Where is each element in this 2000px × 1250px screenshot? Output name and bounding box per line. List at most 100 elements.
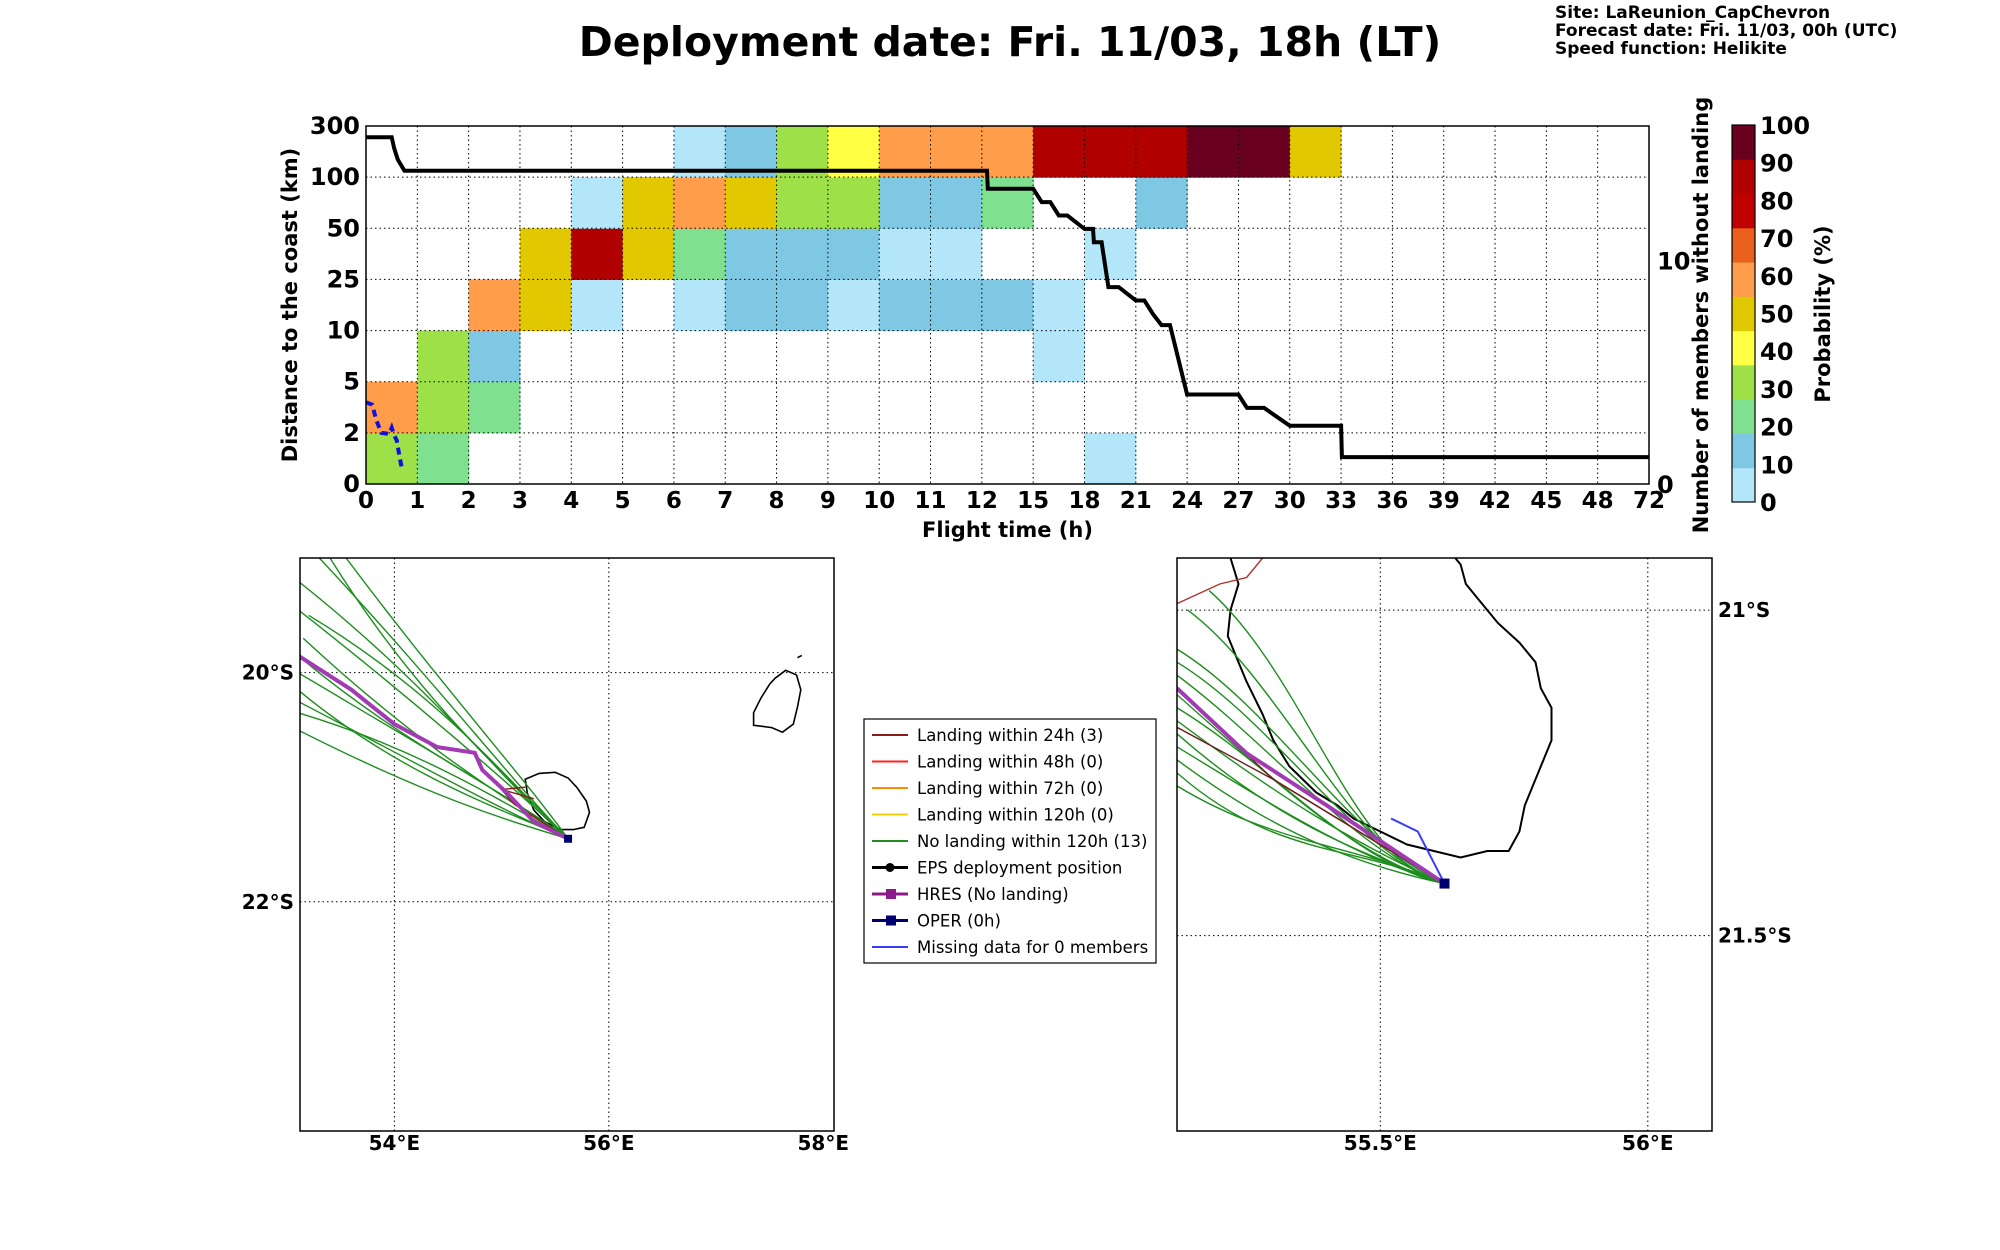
heatmap-cell bbox=[417, 330, 470, 383]
heatmap-cell bbox=[827, 177, 880, 229]
heatmap-cell bbox=[879, 177, 932, 229]
lat-tick-label: 20°S bbox=[242, 661, 294, 685]
legend-swatch-marker bbox=[885, 863, 895, 872]
lon-tick-label: 56°E bbox=[583, 1131, 635, 1155]
heatmap-cell bbox=[776, 228, 829, 280]
legend-item-label: Missing data for 0 members bbox=[917, 938, 1148, 957]
x-tick-label: 18 bbox=[1068, 488, 1100, 514]
x-tick-label: 45 bbox=[1530, 488, 1562, 514]
legend-item-label: Landing within 24h (3) bbox=[917, 726, 1103, 745]
x-tick-label: 12 bbox=[966, 488, 998, 514]
heatmap-cell bbox=[725, 177, 778, 229]
plot-frame bbox=[365, 125, 1650, 485]
colorbar-tick-label: 20 bbox=[1760, 414, 1793, 442]
colorbar-tick-label: 70 bbox=[1760, 225, 1793, 253]
y2-tick-label: 10 bbox=[1657, 247, 1690, 275]
y-axis-label: Distance to the coast (km) bbox=[278, 148, 302, 463]
member-trajectory-no-landing bbox=[1177, 746, 1445, 885]
legend-item-label: Landing within 120h (0) bbox=[917, 806, 1114, 825]
heatmap-cell bbox=[1187, 126, 1239, 178]
colorbar-tick-label: 60 bbox=[1760, 263, 1793, 291]
x-tick-label: 36 bbox=[1376, 488, 1408, 514]
coastline bbox=[1226, 558, 1553, 859]
x-tick-label: 48 bbox=[1582, 488, 1614, 514]
heatmap-cell bbox=[725, 228, 778, 280]
heatmap-cell bbox=[622, 228, 675, 280]
site-label: Site: LaReunion_CapChevron bbox=[1555, 3, 1830, 23]
heatmap-cell bbox=[468, 381, 521, 434]
islet-outline bbox=[797, 654, 803, 659]
x-tick-label: 3 bbox=[512, 488, 528, 514]
y2-tick-label: 0 bbox=[1657, 471, 1674, 499]
member-trajectory-no-landing bbox=[1208, 590, 1445, 885]
member-trajectory-no-landing bbox=[329, 558, 569, 840]
heatmap-cell bbox=[930, 177, 983, 229]
colorbar-label: Probability (%) bbox=[1811, 225, 1835, 402]
y-tick-label: 10 bbox=[327, 317, 360, 345]
colorbar-segment bbox=[1732, 296, 1755, 332]
trajectory-legend: Landing within 24h (3) Landing within 48h… bbox=[863, 718, 1157, 964]
member-trajectory-landing-24h bbox=[1177, 558, 1264, 605]
map-content bbox=[300, 558, 834, 1131]
heatmap-cell bbox=[673, 177, 726, 229]
heatmap-cell bbox=[1033, 279, 1085, 332]
member-trajectory-no-landing bbox=[300, 581, 569, 840]
colorbar-segment bbox=[1732, 399, 1755, 434]
legend-item-label: Landing within 48h (0) bbox=[917, 753, 1103, 772]
oper-distance-line bbox=[365, 400, 404, 470]
lon-tick-label: 58°E bbox=[798, 1131, 850, 1155]
x-tick-label: 11 bbox=[915, 488, 947, 514]
colorbar-segment bbox=[1732, 330, 1755, 366]
x-tick-label: 2 bbox=[461, 488, 477, 514]
heatmap-cell bbox=[930, 279, 983, 332]
heatmap-cell bbox=[1289, 126, 1342, 178]
heatmap-cell bbox=[981, 177, 1034, 229]
heatmap-cell bbox=[1033, 330, 1085, 383]
heatmap-cell bbox=[366, 432, 418, 485]
y-tick-label: 300 bbox=[310, 112, 360, 140]
heatmap-cell bbox=[468, 279, 521, 332]
member-trajectory-no-landing bbox=[300, 656, 569, 840]
x-tick-label: 33 bbox=[1325, 488, 1357, 514]
legend-box bbox=[863, 718, 1157, 964]
legend-swatch-marker bbox=[886, 889, 896, 899]
legend-item-label: Landing within 72h (0) bbox=[917, 779, 1103, 798]
x-tick-label: 9 bbox=[820, 488, 836, 514]
probability-heatmap: 0 1 2 3 4 5 6 7 8 9 10 11 12 15 18 21 24 27 30 33 36 39 42 45 48… bbox=[278, 97, 1713, 542]
legend-item-label: HRES (No landing) bbox=[917, 885, 1069, 904]
x-tick-label: 1 bbox=[409, 488, 425, 514]
trajectory-map-wide: 54°E 56°E 58°E 20°S 22°S bbox=[242, 557, 850, 1155]
legend-item-label: EPS deployment position bbox=[917, 859, 1122, 878]
heatmap-cell bbox=[622, 177, 675, 229]
x-tick-label: 30 bbox=[1274, 488, 1306, 514]
member-trajectory-no-landing bbox=[1177, 759, 1445, 885]
colorbar-tick-label: 100 bbox=[1760, 112, 1810, 140]
hres-trajectory bbox=[300, 654, 569, 841]
heatmap-cell bbox=[1084, 432, 1137, 485]
deployment-marker bbox=[1439, 878, 1450, 889]
x-tick-label: 15 bbox=[1017, 488, 1049, 514]
colorbar-tick-label: 40 bbox=[1760, 338, 1793, 366]
lon-tick-label: 54°E bbox=[369, 1131, 421, 1155]
heatmap-cell bbox=[930, 228, 983, 280]
hres-trajectory bbox=[1177, 686, 1446, 886]
colorbar-tick-label: 0 bbox=[1760, 489, 1777, 517]
colorbar-tick-label: 80 bbox=[1760, 187, 1793, 215]
x-tick-label: 24 bbox=[1171, 488, 1203, 514]
heatmap-cell bbox=[879, 228, 932, 280]
member-trajectory-no-landing bbox=[300, 610, 569, 840]
x-tick-label: 39 bbox=[1428, 488, 1460, 514]
colorbar-segment bbox=[1732, 467, 1755, 503]
heatmap-cell bbox=[725, 279, 778, 332]
colorbar-segment bbox=[1732, 193, 1755, 229]
map-content bbox=[1177, 558, 1712, 1131]
heatmap-cell bbox=[673, 228, 726, 280]
heatmap-cell bbox=[571, 228, 624, 280]
heatmap-cell bbox=[827, 228, 880, 280]
colorbar-segment bbox=[1732, 364, 1755, 400]
x-tick-label: 7 bbox=[717, 488, 733, 514]
colorbar-segment bbox=[1732, 227, 1755, 263]
trajectory-map-zoom: 55.5°E 56°E 21°S 21.5°S bbox=[1176, 557, 1792, 1155]
member-trajectory-no-landing bbox=[300, 730, 569, 840]
